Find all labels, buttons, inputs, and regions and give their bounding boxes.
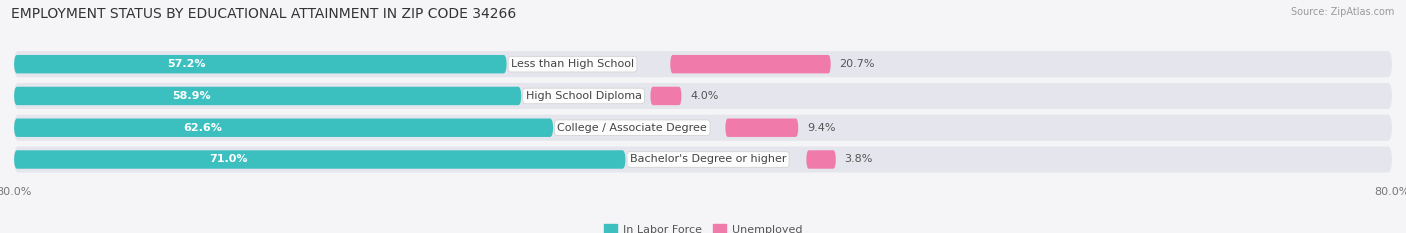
FancyBboxPatch shape bbox=[671, 55, 831, 73]
Text: High School Diploma: High School Diploma bbox=[526, 91, 641, 101]
FancyBboxPatch shape bbox=[651, 87, 682, 105]
FancyBboxPatch shape bbox=[14, 55, 506, 73]
Legend: In Labor Force, Unemployed: In Labor Force, Unemployed bbox=[599, 220, 807, 233]
Text: 58.9%: 58.9% bbox=[173, 91, 211, 101]
Text: Bachelor's Degree or higher: Bachelor's Degree or higher bbox=[630, 154, 786, 164]
FancyBboxPatch shape bbox=[14, 119, 553, 137]
Text: 20.7%: 20.7% bbox=[839, 59, 875, 69]
Text: 9.4%: 9.4% bbox=[807, 123, 835, 133]
FancyBboxPatch shape bbox=[14, 147, 1392, 172]
Text: 71.0%: 71.0% bbox=[209, 154, 247, 164]
FancyBboxPatch shape bbox=[14, 150, 626, 169]
Text: College / Associate Degree: College / Associate Degree bbox=[557, 123, 707, 133]
Text: Less than High School: Less than High School bbox=[510, 59, 634, 69]
Text: Source: ZipAtlas.com: Source: ZipAtlas.com bbox=[1291, 7, 1395, 17]
FancyBboxPatch shape bbox=[14, 51, 1392, 77]
Text: EMPLOYMENT STATUS BY EDUCATIONAL ATTAINMENT IN ZIP CODE 34266: EMPLOYMENT STATUS BY EDUCATIONAL ATTAINM… bbox=[11, 7, 516, 21]
Text: 62.6%: 62.6% bbox=[183, 123, 222, 133]
FancyBboxPatch shape bbox=[725, 119, 799, 137]
Text: 3.8%: 3.8% bbox=[845, 154, 873, 164]
FancyBboxPatch shape bbox=[807, 150, 835, 169]
Text: 4.0%: 4.0% bbox=[690, 91, 718, 101]
FancyBboxPatch shape bbox=[14, 115, 1392, 141]
Text: 57.2%: 57.2% bbox=[167, 59, 205, 69]
FancyBboxPatch shape bbox=[14, 83, 1392, 109]
FancyBboxPatch shape bbox=[14, 87, 522, 105]
